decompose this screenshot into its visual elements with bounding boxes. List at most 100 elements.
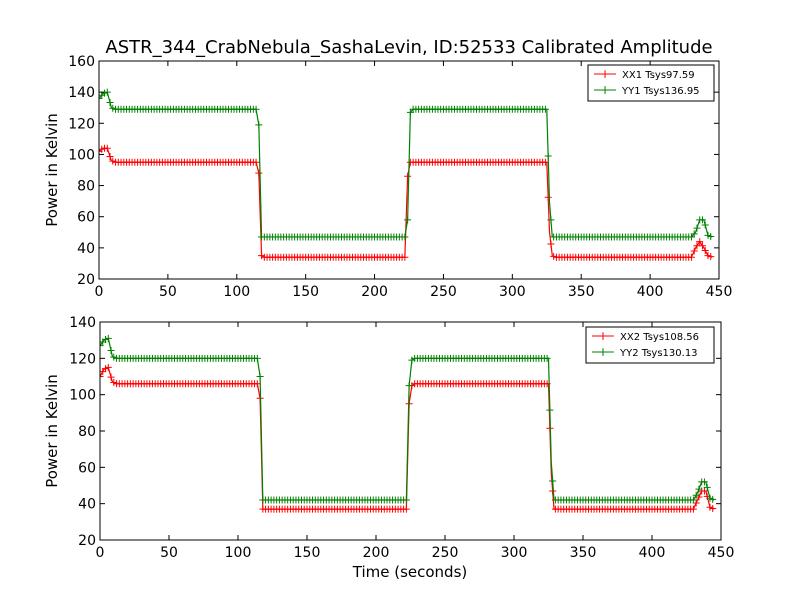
data-marker bbox=[696, 238, 704, 246]
data-marker bbox=[709, 495, 717, 503]
x-tick-label: 100 bbox=[225, 545, 252, 561]
data-marker bbox=[106, 153, 114, 161]
data-marker bbox=[698, 216, 706, 224]
x-tick-label: 250 bbox=[430, 284, 457, 300]
data-marker bbox=[104, 363, 112, 371]
x-tick-label: 50 bbox=[159, 284, 177, 300]
data-marker bbox=[541, 105, 549, 113]
data-marker bbox=[404, 216, 412, 224]
legend-label-yy2: YY2 Tsys130.13 bbox=[619, 348, 698, 359]
y-tick-label: 40 bbox=[78, 497, 96, 513]
plot-area-top: 0 50 100 150 200 250 300 350 400 450 20 40 60 80 100 12… bbox=[68, 54, 732, 300]
series-line-top-1 bbox=[99, 91, 713, 238]
data-marker bbox=[700, 478, 708, 486]
data-marker bbox=[547, 216, 555, 224]
data-marker bbox=[253, 354, 261, 362]
y-tick-label: 100 bbox=[69, 388, 96, 404]
y-tick-label: 80 bbox=[78, 424, 96, 440]
data-marker bbox=[543, 354, 551, 362]
y-tick-label: 120 bbox=[69, 351, 96, 367]
data-marker bbox=[709, 505, 717, 513]
axes-frame-top bbox=[98, 60, 720, 280]
data-marker bbox=[255, 169, 263, 177]
legend-marker-xx1: + bbox=[600, 67, 610, 81]
data-marker bbox=[546, 406, 554, 414]
x-tick-label: 350 bbox=[570, 545, 597, 561]
legend-box-top bbox=[587, 64, 715, 102]
data-marker bbox=[401, 253, 409, 261]
data-marker bbox=[541, 158, 549, 166]
x-tick-label: 250 bbox=[432, 545, 459, 561]
data-marker bbox=[549, 477, 557, 485]
data-marker bbox=[106, 99, 114, 107]
x-tick-label: 450 bbox=[706, 284, 733, 300]
data-marker bbox=[401, 233, 409, 241]
legend-box-bottom bbox=[585, 326, 715, 364]
data-marker bbox=[252, 158, 260, 166]
subplot-top: 0 50 100 150 200 250 300 350 400 450 20 40 60 80 100 12… bbox=[43, 54, 732, 300]
series-group-top bbox=[99, 88, 715, 261]
data-marker bbox=[107, 346, 115, 354]
x-tick-label: 50 bbox=[160, 545, 178, 561]
legend-label-yy1: YY1 Tsys136.95 bbox=[621, 86, 700, 97]
x-tick-label: 450 bbox=[708, 545, 735, 561]
x-axis-label-bottom: Time (seconds) bbox=[352, 563, 468, 581]
x-tick-label: 200 bbox=[361, 284, 388, 300]
x-tick-label: 300 bbox=[501, 545, 528, 561]
data-marker bbox=[689, 505, 697, 513]
data-marker bbox=[256, 373, 264, 380]
x-tick-label: 400 bbox=[637, 284, 664, 300]
data-marker bbox=[544, 193, 552, 201]
legend-label-xx2: XX2 Tsys108.56 bbox=[620, 332, 699, 343]
data-marker bbox=[103, 144, 111, 152]
data-marker bbox=[690, 230, 698, 238]
series-group-bottom bbox=[100, 334, 717, 513]
x-tick-label: 300 bbox=[499, 284, 526, 300]
legend-marker-yy2: + bbox=[598, 345, 608, 359]
x-tick-label: 350 bbox=[568, 284, 595, 300]
data-marker bbox=[405, 382, 413, 390]
data-marker bbox=[255, 121, 263, 129]
data-marker bbox=[707, 253, 715, 261]
y-tick-label: 80 bbox=[77, 179, 95, 195]
data-marker bbox=[404, 172, 412, 180]
data-marker bbox=[402, 496, 410, 504]
data-marker bbox=[701, 221, 709, 229]
y-tick-label: 140 bbox=[69, 315, 96, 331]
y-tick-label: 20 bbox=[78, 533, 96, 549]
data-marker bbox=[700, 487, 708, 495]
data-marker bbox=[100, 342, 104, 350]
data-marker bbox=[103, 88, 111, 96]
y-tick-label: 60 bbox=[77, 210, 95, 226]
y-axis-label-top: Power in Kelvin bbox=[43, 113, 61, 227]
x-tick-label: 150 bbox=[292, 284, 319, 300]
y-tick-label: 120 bbox=[68, 116, 95, 132]
subplot-bottom: 0 50 100 150 200 250 300 350 400 450 20 40 60 80 100 12… bbox=[43, 315, 734, 581]
data-marker bbox=[693, 224, 701, 232]
data-marker bbox=[402, 505, 410, 513]
data-marker bbox=[703, 483, 711, 491]
y-axis-label-bottom: Power in Kelvin bbox=[43, 374, 61, 488]
data-marker bbox=[701, 246, 709, 254]
legend-label-xx1: XX1 Tsys97.59 bbox=[622, 70, 695, 81]
y-tick-label: 100 bbox=[68, 147, 95, 163]
x-tick-label: 0 bbox=[95, 284, 104, 300]
data-marker bbox=[547, 240, 555, 248]
y-tick-label: 20 bbox=[77, 272, 95, 288]
x-tick-label: 200 bbox=[363, 545, 390, 561]
data-marker bbox=[707, 232, 715, 240]
x-tick-label: 400 bbox=[639, 545, 666, 561]
data-marker bbox=[252, 105, 260, 113]
x-tick-label: 100 bbox=[223, 284, 250, 300]
data-marker bbox=[544, 152, 552, 160]
y-tick-label: 60 bbox=[78, 460, 96, 476]
y-tick-label: 140 bbox=[68, 85, 95, 101]
legend-top: + XX1 Tsys97.59 + YY1 Tsys136.95 bbox=[587, 64, 715, 102]
y-tick-label: 40 bbox=[77, 241, 95, 257]
data-marker bbox=[689, 496, 697, 504]
legend-bottom: + XX2 Tsys108.56 + YY2 Tsys130.13 bbox=[585, 326, 715, 364]
data-marker bbox=[695, 485, 703, 493]
y-tick-label: 160 bbox=[68, 54, 95, 70]
